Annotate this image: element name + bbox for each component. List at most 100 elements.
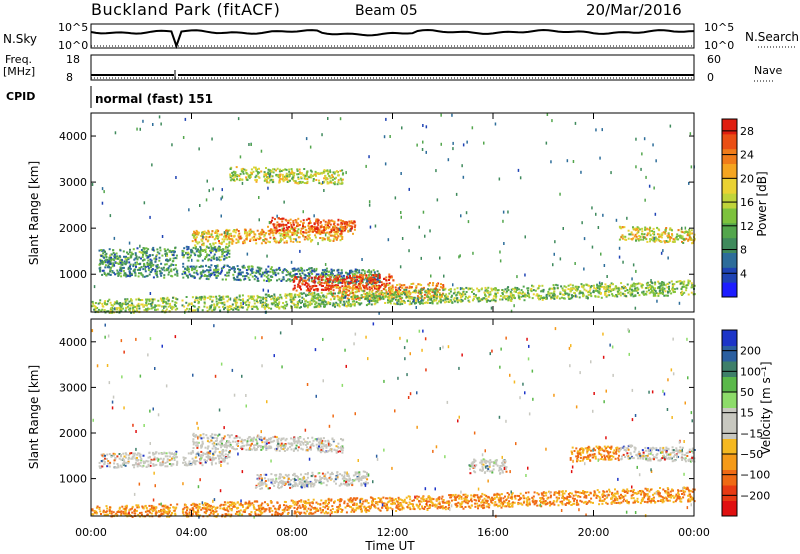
echo-cell	[306, 306, 309, 309]
echo-cell	[203, 305, 206, 308]
echo-cell	[157, 266, 160, 269]
y-tick-label: 4000	[59, 130, 87, 143]
echo-cell	[270, 279, 272, 282]
echo-cell	[103, 461, 106, 463]
echo-cell	[504, 288, 507, 291]
echo-cell	[250, 270, 253, 273]
echo-cell	[423, 293, 426, 296]
echo-cell	[405, 292, 408, 295]
echo-cell	[673, 290, 676, 293]
echo-cell	[349, 270, 351, 274]
echo-cell	[604, 283, 607, 286]
echo-cell	[693, 293, 696, 296]
echo-cell	[617, 292, 620, 295]
echo-cell	[234, 174, 237, 177]
cpid-value: normal (fast) 151	[95, 92, 213, 106]
echo-cell	[256, 294, 259, 297]
echo-cell	[215, 276, 218, 279]
echo-cell	[208, 273, 211, 276]
echo-cell	[301, 272, 304, 275]
echo-cell	[499, 295, 502, 297]
echo-cell	[414, 302, 417, 304]
echo-cell	[117, 302, 120, 305]
echo-cell	[590, 295, 593, 298]
echo-cell	[282, 223, 285, 226]
echo-cell	[220, 242, 223, 245]
echo-cell	[155, 264, 158, 267]
echo-cell	[225, 234, 228, 237]
echo-cell	[297, 176, 300, 179]
echo-cell	[442, 293, 445, 296]
echo-cell	[218, 242, 221, 245]
echo-cell	[649, 286, 651, 289]
echo-cell	[229, 176, 232, 179]
echo-cell	[315, 179, 318, 181]
echo-cell	[182, 250, 185, 253]
echo-cell	[141, 256, 144, 258]
echo-cell	[342, 295, 345, 298]
echo-cell	[184, 267, 187, 270]
echo-cell	[192, 309, 195, 312]
echo-cell	[165, 263, 168, 266]
echo-cell	[401, 300, 404, 303]
colorbar-swatch	[722, 163, 737, 179]
echo-cell	[309, 230, 312, 233]
echo-cell	[492, 299, 495, 302]
echo-cell	[325, 228, 327, 231]
echo-cell	[276, 279, 278, 282]
echo-cell	[262, 301, 264, 304]
echo-cell	[567, 295, 570, 298]
echo-cell	[635, 235, 638, 238]
echo-cell	[175, 254, 178, 257]
echo-cell	[241, 271, 244, 274]
echo-cell	[225, 236, 227, 239]
echo-cell	[460, 294, 463, 297]
echo-cell	[147, 248, 150, 251]
echo-cell	[307, 287, 309, 290]
echo-cell	[165, 302, 168, 305]
echo-cell	[333, 231, 336, 234]
echo-cell	[271, 175, 274, 178]
echo-cell	[327, 301, 330, 304]
echo-cell	[257, 175, 260, 178]
echo-cell	[194, 231, 197, 234]
echo-cell	[520, 289, 523, 292]
echo-cell	[253, 305, 256, 308]
echo-cell	[509, 290, 512, 293]
echo-cell	[227, 298, 230, 301]
echo-cell	[302, 223, 304, 226]
echo-cell	[513, 294, 515, 297]
echo-cell	[668, 290, 671, 292]
echo-cell	[267, 295, 270, 298]
echo-cell	[149, 215, 151, 219]
echo-cell	[289, 229, 291, 232]
echo-cell	[299, 269, 302, 272]
echo-cell	[633, 285, 636, 288]
echo-cell	[342, 172, 345, 175]
echo-cell	[673, 238, 676, 241]
echo-cell	[272, 272, 275, 275]
echo-cell	[598, 288, 601, 290]
echo-cell	[192, 265, 195, 268]
echo-cell	[285, 178, 288, 181]
echo-cell	[237, 230, 240, 232]
echo-cell	[311, 225, 313, 228]
echo-cell	[155, 255, 158, 258]
echo-cell	[452, 141, 454, 145]
echo-cell	[326, 282, 329, 284]
echo-cell	[125, 258, 128, 261]
echo-cell	[201, 265, 204, 268]
echo-cell	[343, 290, 346, 293]
echo-cell	[374, 278, 377, 281]
echo-cell	[220, 269, 223, 272]
echo-cell	[323, 189, 325, 192]
echo-cell	[163, 248, 166, 251]
echo-cell	[175, 270, 178, 273]
echo-cell	[292, 297, 295, 300]
echo-cell	[140, 273, 143, 276]
echo-cell	[232, 177, 235, 180]
echo-cell	[191, 267, 194, 270]
echo-cell	[170, 263, 173, 266]
echo-cell	[327, 274, 330, 277]
echo-cell	[339, 300, 342, 303]
